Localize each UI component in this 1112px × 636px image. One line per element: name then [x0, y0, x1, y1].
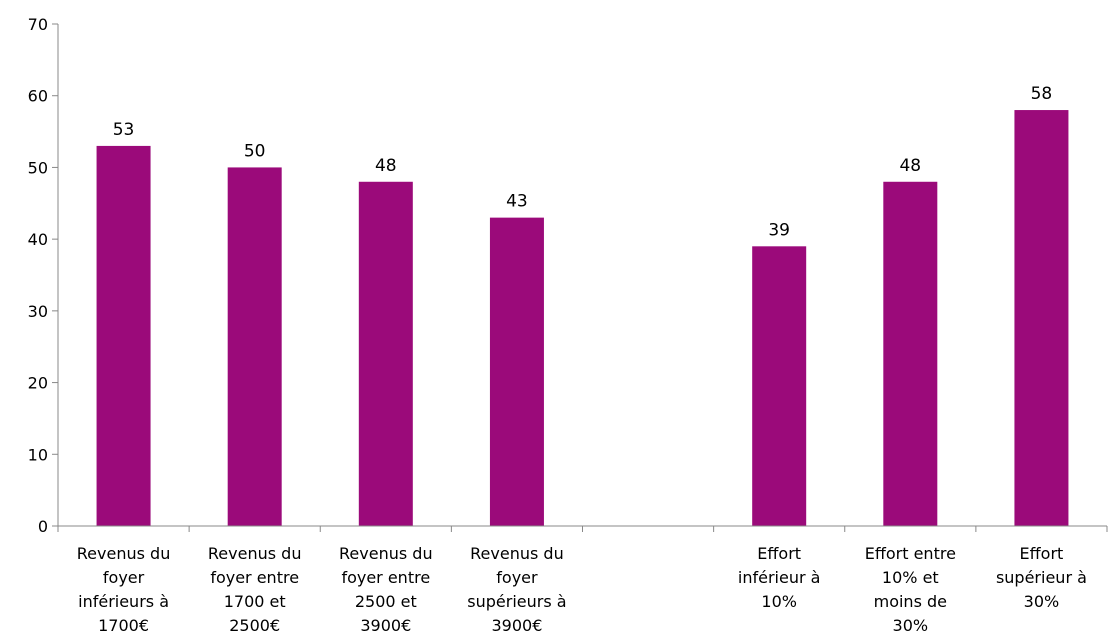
- x-category-label-line: Effort: [757, 544, 801, 563]
- x-category-label: Revenus du foyer entre 2500 et 3900€: [339, 544, 433, 635]
- data-label: 50: [244, 141, 266, 161]
- y-tick-label: 50: [28, 158, 48, 177]
- x-category-label-line: 1700 et: [224, 592, 286, 611]
- bar: [358, 181, 413, 526]
- x-category-label-line: 10% et: [882, 568, 939, 587]
- x-category-label-line: supérieurs à: [467, 592, 566, 611]
- x-category-label-line: Revenus du: [470, 544, 564, 563]
- y-tick-label: 10: [28, 445, 48, 464]
- x-category-label-line: Revenus du: [77, 544, 171, 563]
- x-category-label-line: inférieurs à: [78, 592, 169, 611]
- y-tick-label: 60: [28, 87, 48, 106]
- bar: [489, 217, 544, 526]
- x-category-label: Effort supérieur à 30%: [996, 544, 1087, 611]
- data-label: 53: [113, 120, 135, 140]
- x-category-label-line: Revenus du: [339, 544, 433, 563]
- x-category-label-line: foyer: [103, 568, 145, 587]
- data-labels: 53 50 48 43 39 48 58: [113, 84, 1053, 240]
- bar: [96, 145, 151, 526]
- x-category-label-line: 3900€: [491, 616, 542, 635]
- y-axis: 0 10 20 30 40 50 60 70: [28, 15, 59, 536]
- bar: [1014, 110, 1069, 527]
- x-category-label-line: supérieur à: [996, 568, 1087, 587]
- x-category-label: Revenus du foyer inférieurs à 1700€: [77, 544, 171, 635]
- y-tick-label: 20: [28, 374, 48, 393]
- bar: [227, 167, 282, 526]
- x-axis: Revenus du foyer inférieurs à 1700€Revenus …: [57, 525, 1108, 635]
- x-category-label-line: Effort entre: [865, 544, 956, 563]
- x-category-label-line: foyer entre: [210, 568, 299, 587]
- bar: [883, 181, 938, 526]
- x-category-label: Revenus du foyer entre 1700 et 2500€: [208, 544, 302, 635]
- x-category-label-line: foyer: [496, 568, 538, 587]
- bars: [96, 110, 1069, 527]
- x-category-label: Revenus du foyer supérieurs à 3900€: [467, 544, 566, 635]
- x-category-label-line: 2500€: [229, 616, 280, 635]
- y-tick-label: 40: [28, 230, 48, 249]
- data-label: 39: [768, 220, 790, 240]
- data-label: 48: [375, 156, 397, 176]
- data-label: 58: [1031, 84, 1053, 104]
- x-category-label-line: 2500 et: [355, 592, 417, 611]
- x-category-label-line: 10%: [761, 592, 797, 611]
- x-category-label-line: 1700€: [98, 616, 149, 635]
- y-tick-label: 0: [38, 517, 48, 536]
- x-category-label: Effort inférieur à 10%: [738, 544, 821, 611]
- x-category-label-line: 3900€: [360, 616, 411, 635]
- x-category-label-line: 30%: [1024, 592, 1060, 611]
- data-label: 43: [506, 192, 528, 212]
- x-category-label-line: inférieur à: [738, 568, 821, 587]
- data-label: 48: [899, 156, 921, 176]
- x-category-label-line: 30%: [893, 616, 929, 635]
- x-category-label-line: foyer entre: [341, 568, 430, 587]
- y-tick-label: 70: [28, 15, 48, 34]
- bar: [752, 246, 807, 527]
- x-category-label-line: Effort: [1020, 544, 1064, 563]
- x-category-label-line: Revenus du: [208, 544, 302, 563]
- y-tick-label: 30: [28, 302, 48, 321]
- x-category-label: Effort entre 10% et moins de 30%: [865, 544, 956, 635]
- x-category-label-line: moins de: [874, 592, 947, 611]
